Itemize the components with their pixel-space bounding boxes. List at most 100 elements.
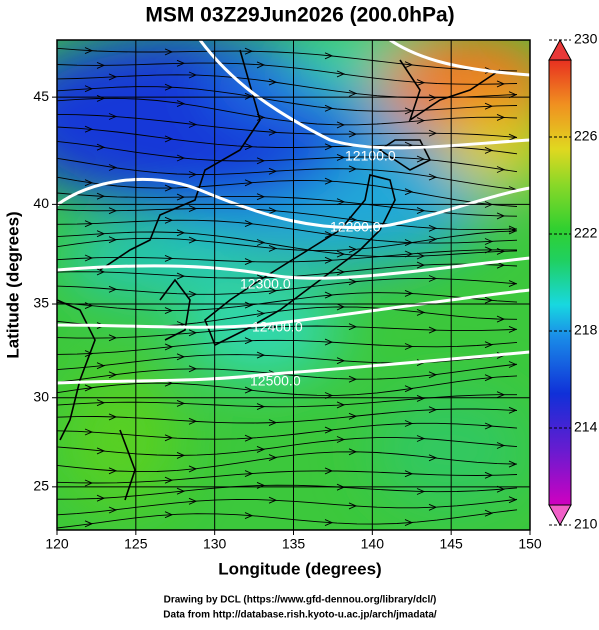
stream-arrow (428, 129, 438, 137)
stream-arrow (176, 451, 186, 459)
stream-arrow (176, 399, 186, 407)
stream-arrow (188, 290, 198, 298)
stream-arrow (256, 310, 266, 317)
contour-label: 12300.0 (240, 276, 291, 292)
stream-arrow (336, 250, 346, 258)
stream-arrow (188, 365, 198, 373)
streamline (57, 230, 518, 252)
y-tick-label: 40 (33, 195, 49, 211)
streamline (57, 249, 518, 263)
stream-arrow (484, 374, 494, 382)
y-axis-label: Latitude (degrees) (3, 211, 22, 358)
stream-arrow (428, 94, 438, 102)
stream-arrow (404, 250, 414, 258)
stream-arrow (176, 193, 186, 201)
stream-arrow (108, 467, 118, 475)
stream-arrow (416, 79, 426, 87)
contour-label: 12200.0 (330, 219, 381, 235)
stream-arrow (428, 503, 438, 511)
graticule (57, 40, 530, 530)
stream-arrow (348, 502, 358, 510)
streamline (57, 207, 518, 231)
stream-arrow (348, 323, 358, 331)
stream-arrow (336, 268, 346, 276)
stream-arrow (484, 422, 494, 430)
stream-arrow (348, 375, 358, 383)
stream-arrow (108, 334, 118, 342)
stream-arrow (428, 371, 438, 379)
stream-arrow (416, 207, 426, 215)
stream-arrow (428, 454, 438, 462)
stream-arrow (324, 104, 334, 112)
stream-arrow (84, 179, 94, 187)
stream-arrow (404, 385, 414, 393)
stream-arrow (108, 73, 118, 81)
stream-arrow (84, 254, 94, 262)
colorbar-tick-label: 214 (574, 419, 598, 435)
streamline (57, 292, 518, 312)
stream-arrow (348, 165, 358, 173)
stream-arrow (164, 216, 174, 224)
stream-arrow (324, 467, 334, 475)
stream-arrow (496, 212, 506, 220)
stream-arrow (188, 205, 198, 213)
stream-arrow (244, 92, 254, 100)
stream-arrow (484, 471, 494, 479)
stream-arrow (404, 519, 414, 527)
stream-arrow (416, 252, 426, 260)
x-tick-label: 135 (282, 536, 306, 552)
stream-arrow (508, 227, 518, 235)
streamlines (57, 47, 518, 529)
stream-arrow (348, 412, 358, 420)
stream-arrow (176, 154, 186, 162)
stream-arrow (84, 520, 94, 528)
stream-arrow (484, 146, 494, 154)
stream-arrow (336, 198, 346, 206)
stream-arrow (428, 224, 438, 232)
streamline (57, 437, 518, 456)
x-tick-label: 145 (439, 536, 463, 552)
stream-arrow (416, 155, 426, 163)
stream-arrow (508, 280, 518, 288)
stream-arrow (324, 143, 334, 151)
streamline (57, 62, 518, 85)
stream-arrow (324, 177, 334, 185)
stream-arrow (84, 220, 94, 228)
stream-arrow (404, 420, 414, 427)
coastline (57, 49, 501, 501)
height-contours (57, 40, 530, 385)
stream-arrow (256, 403, 266, 411)
stream-arrow (164, 254, 174, 262)
stream-arrow (256, 481, 266, 489)
colorbar-tick-label: 210 (574, 516, 598, 532)
stream-arrow (268, 167, 278, 175)
streamline (57, 375, 518, 396)
streamline (57, 86, 518, 112)
stream-arrow (416, 394, 426, 402)
stream-arrow (484, 296, 494, 304)
stream-arrow (336, 121, 346, 129)
stream-arrow (404, 470, 414, 478)
stream-arrow (164, 184, 174, 192)
stream-arrow (244, 301, 254, 309)
stream-arrow (496, 391, 506, 399)
stream-arrow (336, 303, 346, 311)
stream-arrow (84, 350, 94, 358)
stream-arrow (324, 52, 334, 60)
stream-arrow (268, 244, 278, 252)
credit: Drawing by DCL (https://www.gfd-dennou.o… (164, 595, 437, 606)
stream-arrow (484, 238, 494, 245)
stream-arrow (96, 362, 106, 370)
stream-arrow (244, 220, 254, 228)
stream-arrow (404, 61, 414, 69)
stream-arrow (244, 470, 254, 478)
colorbar-tick-label: 218 (574, 322, 598, 338)
stream-arrow (484, 246, 494, 254)
streamline (57, 394, 517, 408)
streamline (57, 339, 518, 355)
stream-arrow (416, 117, 426, 125)
stream-arrow (188, 465, 198, 473)
stream-arrow (484, 102, 494, 110)
